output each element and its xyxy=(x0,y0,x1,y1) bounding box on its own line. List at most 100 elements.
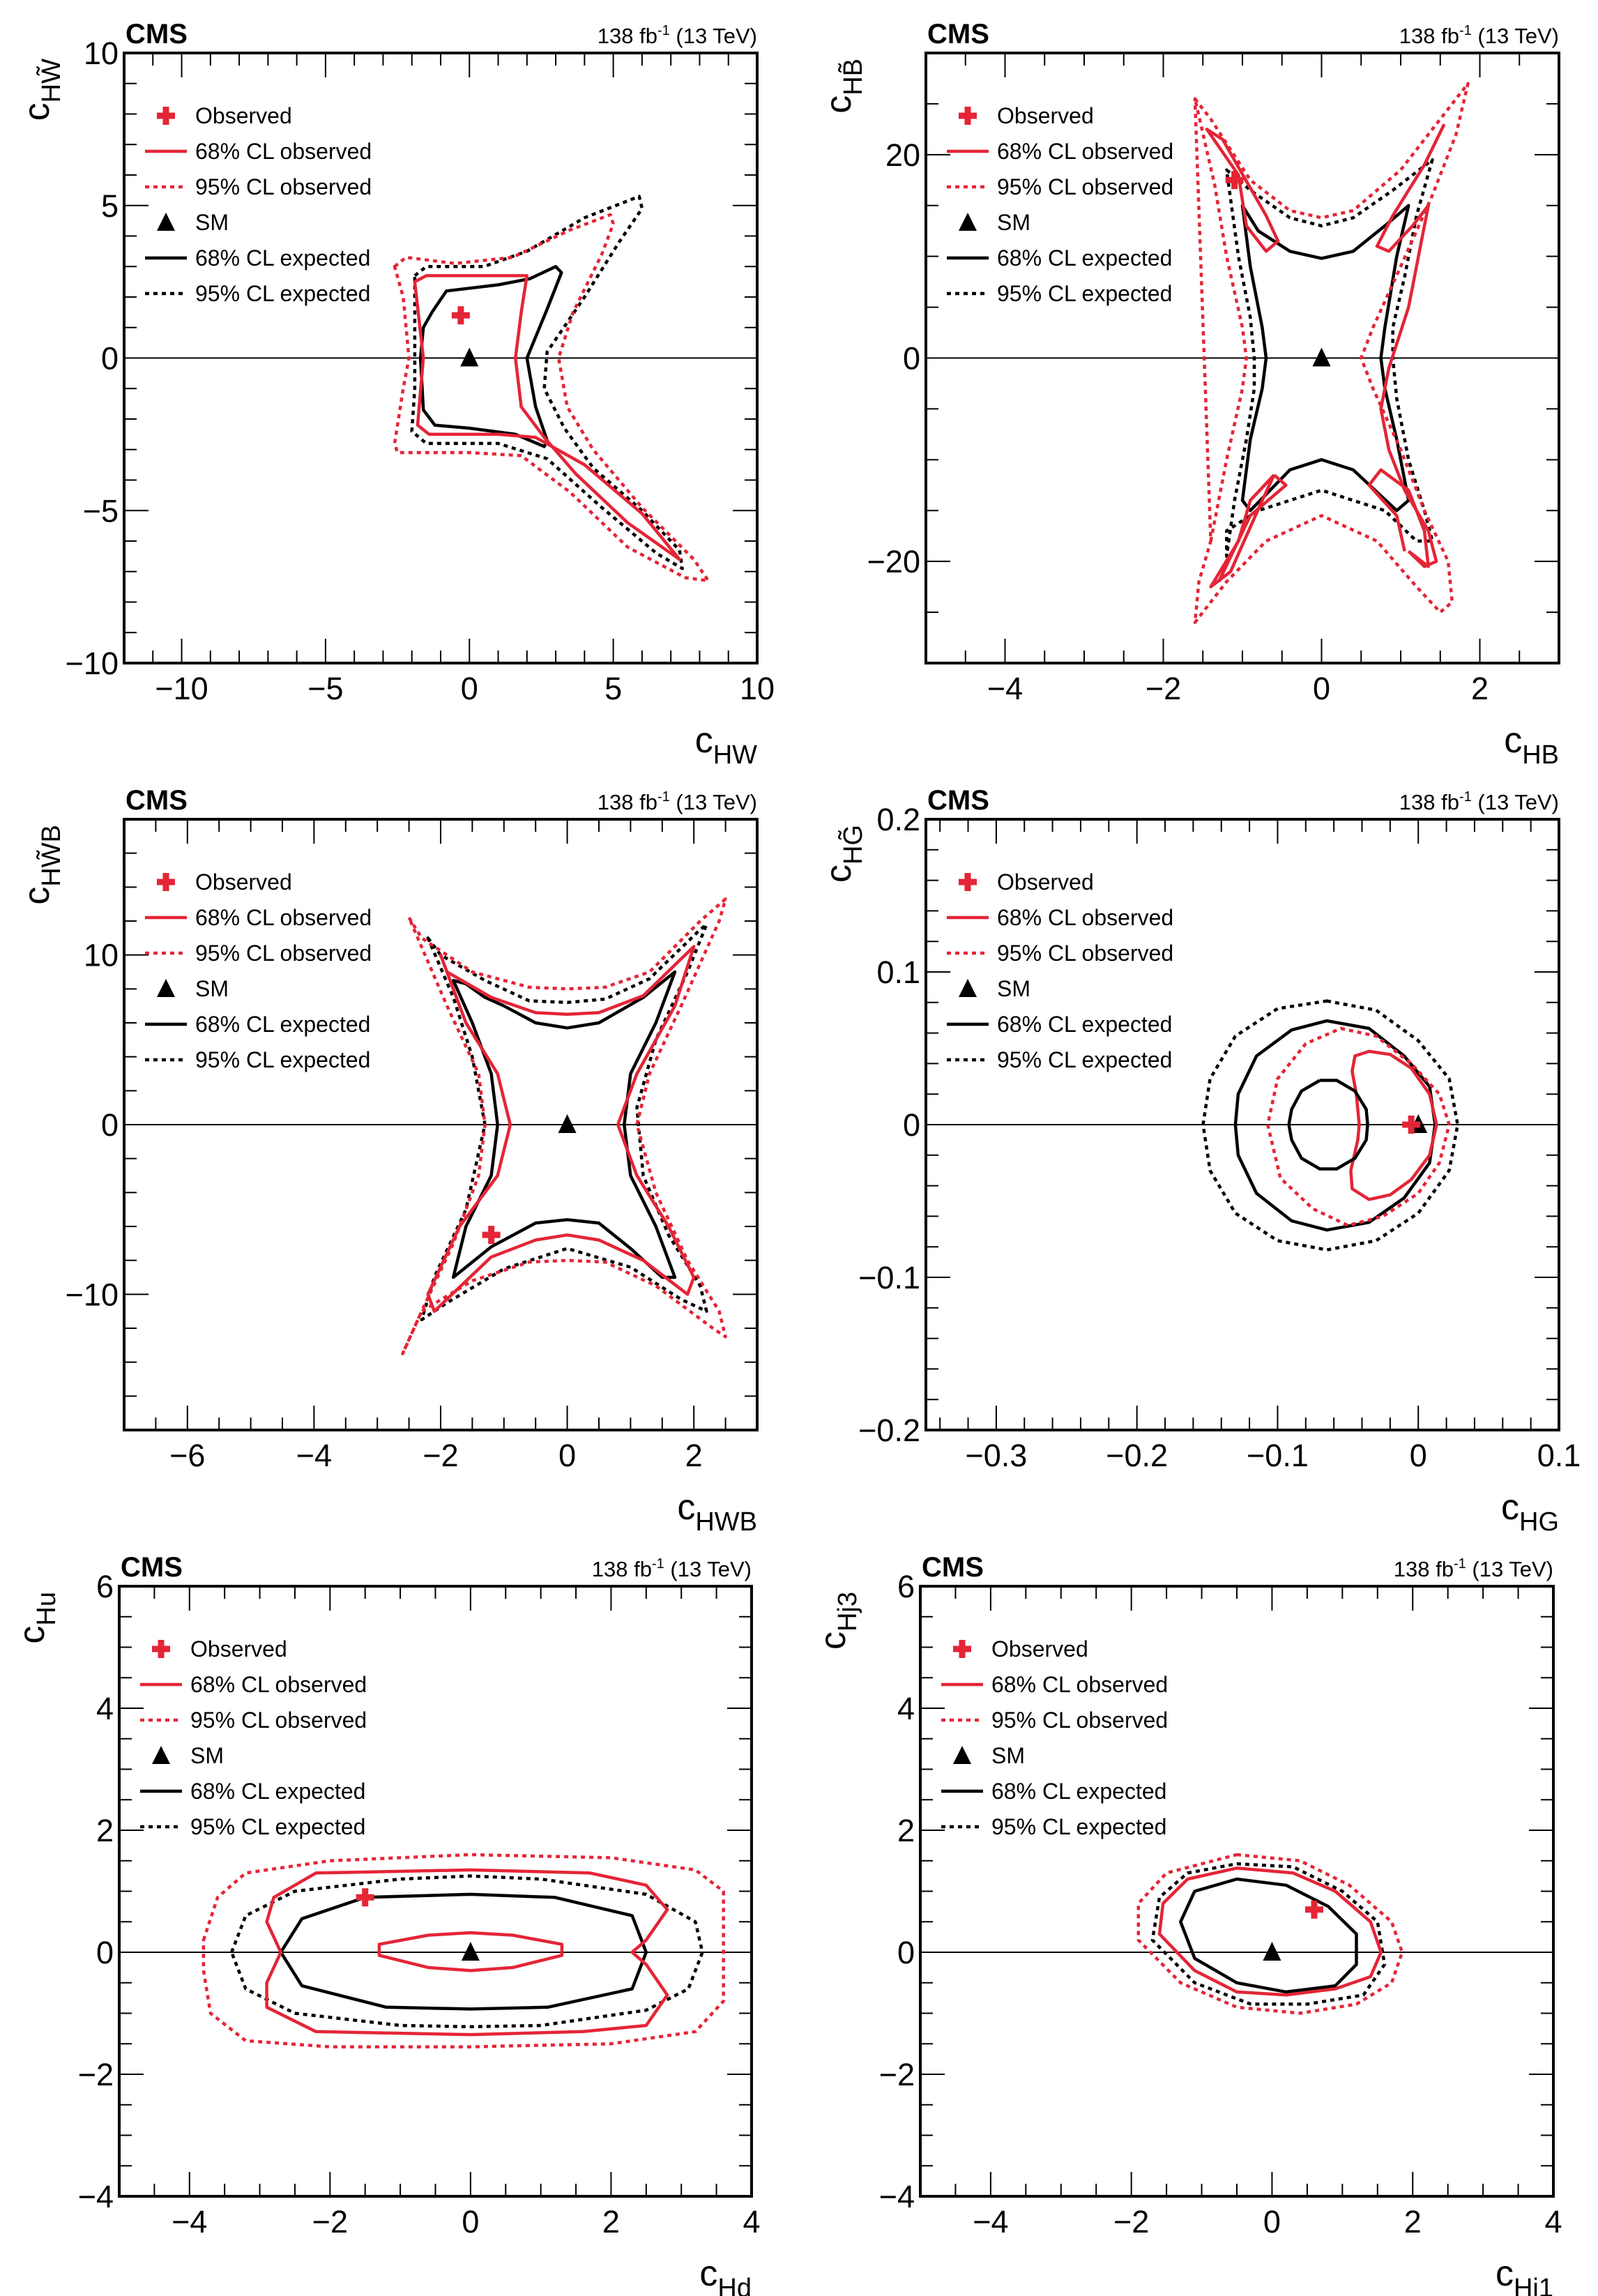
x-tick-label: −0.3 xyxy=(965,1438,1027,1473)
legend-triangle-icon xyxy=(959,213,977,231)
contour-exp68 xyxy=(1233,1019,1437,1232)
x-axis-title: cHW xyxy=(695,720,757,770)
y-tick-label: −20 xyxy=(867,544,920,579)
luminosity-value: 138 fb xyxy=(1394,1557,1454,1581)
legend-label: 68% CL observed xyxy=(997,905,1173,930)
contour-obs68 xyxy=(1349,1049,1438,1201)
x-tick-label: 0 xyxy=(558,1438,576,1473)
x-tick-label: −0.2 xyxy=(1106,1438,1168,1473)
cms-label: CMS xyxy=(922,1552,984,1583)
legend-entry-obs95: 95% CL observed xyxy=(947,174,1173,199)
y-tick-label: 20 xyxy=(885,137,920,173)
panel-chwb-chwbtilde: CMS 138 fb-1 (13 TeV)−6 −4 −2 0 2−10010cHWBcH… xyxy=(17,785,759,1537)
contours xyxy=(393,195,710,583)
y-tick-label: 6 xyxy=(897,1569,915,1604)
y-tick-label: 2 xyxy=(897,1813,915,1848)
observed-point-marker xyxy=(1225,171,1244,190)
plot-frame xyxy=(919,1585,1555,2198)
y-axis-title-sub: Hj3 xyxy=(833,1592,862,1632)
observed-point-marker xyxy=(1304,1900,1323,1919)
luminosity-value: 138 fb xyxy=(1399,24,1459,48)
cms-label: CMS xyxy=(121,1552,183,1583)
y-axis-title-main: c xyxy=(819,865,859,883)
axis-ticks xyxy=(925,52,1560,664)
legend-entry-exp95: 95% CL expected xyxy=(947,281,1172,306)
y-tick-label: 10 xyxy=(84,938,119,973)
x-axis-title-sub: HG xyxy=(1519,1507,1559,1537)
legend-entry-sm_point: SM xyxy=(959,976,1030,1001)
legend-label: 95% CL expected xyxy=(997,281,1172,306)
contour-exp68-segment xyxy=(1287,1079,1369,1171)
legend-entry-exp68: 68% CL expected xyxy=(947,1012,1172,1037)
y-tick-label: 2 xyxy=(96,1813,114,1848)
legend-entry-exp68: 68% CL expected xyxy=(145,245,370,271)
x-tick-label: 0 xyxy=(1410,1438,1427,1473)
y-axis-title: cHj3 xyxy=(813,1592,862,1650)
contour-obs68 xyxy=(413,274,681,561)
legend-entry-sm_point: SM xyxy=(152,1743,224,1768)
legend-entry-sm_point: SM xyxy=(953,1743,1025,1768)
y-axis-title: cHB̃ xyxy=(819,59,868,114)
y-tick-label: 0 xyxy=(96,1935,114,1970)
y-tick-label: −2 xyxy=(78,2057,114,2092)
panel-chj1-chj3: CMS 138 fb-1 (13 TeV)−4 −2 0 2 4−4−20246cHj1c… xyxy=(813,1552,1562,2296)
x-axis-title-main: c xyxy=(1504,720,1522,761)
contours xyxy=(201,1853,725,2048)
x-tick-label: −2 xyxy=(1146,671,1181,706)
contour-obs95-segment xyxy=(1193,98,1248,542)
legend-entry-exp68: 68% CL expected xyxy=(947,245,1172,271)
legend-label: 95% CL observed xyxy=(195,941,372,966)
legend-label: 68% CL expected xyxy=(997,245,1172,271)
legend-label: SM xyxy=(991,1743,1025,1768)
legend-entry-obs68: 68% CL observed xyxy=(947,139,1173,164)
legend-entry-obs68: 68% CL observed xyxy=(941,1672,1168,1697)
x-tick-label: 0 xyxy=(1263,2204,1281,2240)
x-axis-title-sub: Hj1 xyxy=(1514,2274,1553,2296)
y-axis-title: cHG̃ xyxy=(819,825,868,883)
y-tick-label: −10 xyxy=(66,1277,119,1312)
legend-entry-obs95: 95% CL observed xyxy=(145,174,372,199)
legend: Observed 68% CL observed 95% CL observed SM… xyxy=(947,869,1173,1072)
plot-frame xyxy=(924,818,1560,1431)
legend-label: 95% CL observed xyxy=(997,174,1173,199)
panel-chw-chwtilde: CMS 138 fb-1 (13 TeV)−10 −5 0 5 10−10−50510cH… xyxy=(17,19,775,770)
x-tick-label: 2 xyxy=(602,2204,620,2240)
legend-label: 68% CL expected xyxy=(195,1012,370,1037)
legend-entry-observed_point: Observed xyxy=(959,869,1094,895)
legend-entry-obs95: 95% CL observed xyxy=(941,1708,1168,1733)
contour-obs68-segment xyxy=(1367,468,1430,568)
contours xyxy=(1136,1853,1404,2015)
contour-obs68-segment xyxy=(377,1931,564,1972)
x-axis-title-sub: HW xyxy=(713,740,757,770)
legend-label: SM xyxy=(997,976,1030,1001)
x-tick-label: −2 xyxy=(1113,2204,1149,2240)
x-axis-title: cHj1 xyxy=(1496,2253,1553,2296)
panel-chg-chgtilde: CMS 138 fb-1 (13 TeV) −0.3 −0.2 −0.1 0 0.1 −0.2… xyxy=(819,785,1581,1537)
luminosity-exponent: -1 xyxy=(1454,1556,1466,1572)
sm-point-marker xyxy=(1312,347,1331,367)
contour-exp95 xyxy=(1150,1862,1387,2006)
contours xyxy=(1201,999,1459,1252)
legend-cross-icon xyxy=(953,1640,971,1658)
legend-label: Observed xyxy=(195,103,292,128)
legend-entry-obs68: 68% CL observed xyxy=(145,905,372,930)
y-axis-title: cHu xyxy=(12,1592,61,1644)
legend-label: 95% CL observed xyxy=(991,1708,1168,1733)
y-tick-label: 0 xyxy=(101,341,119,377)
x-tick-label: 0 xyxy=(1313,671,1330,706)
luminosity-exponent: -1 xyxy=(657,789,670,805)
x-axis-title: cHd xyxy=(699,2253,752,2296)
contours xyxy=(401,897,727,1355)
contour-exp68 xyxy=(418,265,563,448)
x-tick-label: 2 xyxy=(1404,2204,1422,2240)
legend-label: 68% CL expected xyxy=(190,1779,365,1804)
legend-entry-exp95: 95% CL expected xyxy=(145,1047,370,1072)
y-axis-title: cHW̃ xyxy=(17,59,66,121)
legend-entry-obs68: 68% CL observed xyxy=(947,905,1173,930)
legend-entry-obs95: 95% CL observed xyxy=(947,941,1173,966)
legend-triangle-icon xyxy=(959,979,977,997)
luminosity-exponent: -1 xyxy=(1459,23,1472,38)
y-tick-label: 4 xyxy=(897,1691,915,1726)
y-axis-title-main: c xyxy=(17,102,57,121)
contour-exp95 xyxy=(229,1874,704,2029)
